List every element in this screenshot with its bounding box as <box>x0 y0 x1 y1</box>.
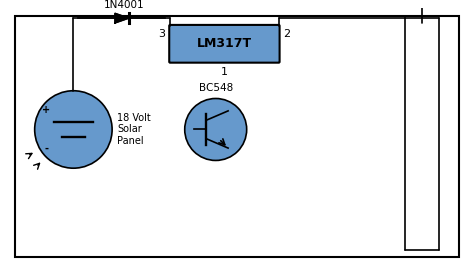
Text: BC548: BC548 <box>199 83 233 93</box>
Text: Solar: Solar <box>117 125 142 134</box>
Text: Panel: Panel <box>117 136 144 146</box>
FancyBboxPatch shape <box>169 25 280 63</box>
Text: 3: 3 <box>158 29 165 39</box>
Text: 1N4001: 1N4001 <box>104 0 145 10</box>
Text: 18 Volt: 18 Volt <box>117 113 151 123</box>
Polygon shape <box>115 14 128 23</box>
Circle shape <box>35 91 112 168</box>
Text: +: + <box>42 105 50 115</box>
Text: LM317T: LM317T <box>197 37 252 50</box>
Circle shape <box>185 99 246 160</box>
Text: 1: 1 <box>221 67 228 77</box>
Text: 2: 2 <box>283 29 291 39</box>
Text: -: - <box>44 144 48 154</box>
